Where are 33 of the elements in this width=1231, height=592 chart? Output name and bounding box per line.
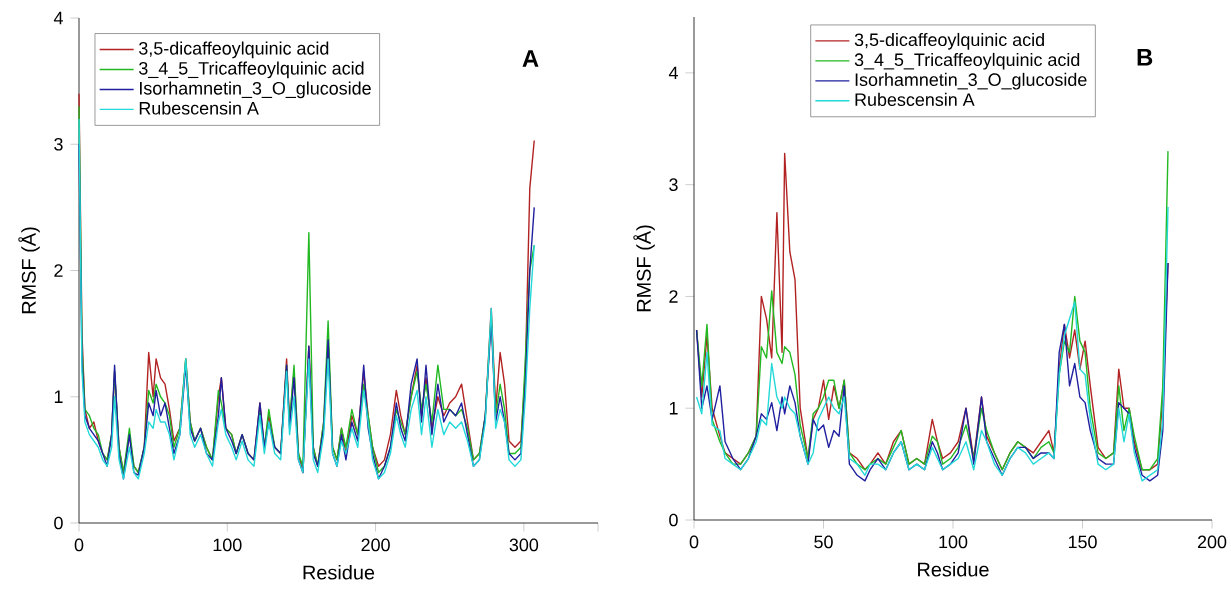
annotation: A bbox=[522, 50, 539, 67]
legend-label: Rubescensin A bbox=[855, 92, 975, 106]
legend-label: 3,5-dicaffeoylquinic acid bbox=[854, 32, 1044, 50]
y-tick-label: 2 bbox=[54, 264, 63, 277]
y-axis-title: RMSF (Å) bbox=[633, 225, 655, 312]
y-tick-label: 0 bbox=[54, 516, 63, 530]
y-tick-label: 4 bbox=[668, 66, 678, 80]
y-axis-title: RMSF (Å) bbox=[18, 227, 40, 314]
x-axis-title: Residue bbox=[303, 564, 375, 580]
x-tick-label: 100 bbox=[939, 535, 968, 549]
legend-label: Rubescensin A bbox=[139, 101, 259, 115]
x-tick-label: 0 bbox=[689, 535, 699, 549]
legend-label: 3_4_5_Tricaffeoylquinic acid bbox=[139, 61, 364, 79]
y-tick-label: 0 bbox=[669, 513, 678, 527]
x-tick-label: 150 bbox=[1068, 535, 1097, 549]
x-axis-title: Residue bbox=[918, 561, 989, 577]
x-tick-label: 100 bbox=[213, 538, 242, 552]
annotation: B bbox=[1137, 49, 1153, 66]
legend-label: Isorhamnetin_3_O_glucoside bbox=[855, 72, 1087, 90]
y-tick-label: 1 bbox=[669, 402, 678, 415]
y-tick-label: 3 bbox=[54, 137, 63, 151]
x-tick-label: 0 bbox=[74, 538, 84, 552]
legend-label: Isorhamnetin_3_O_glucoside bbox=[140, 81, 371, 99]
y-tick-label: 3 bbox=[669, 178, 678, 192]
y-tick-label: 4 bbox=[53, 11, 63, 25]
x-tick-label: 50 bbox=[814, 535, 833, 549]
x-tick-label: 200 bbox=[1197, 535, 1227, 549]
y-tick-label: 1 bbox=[54, 390, 63, 403]
x-tick-label: 200 bbox=[361, 538, 390, 552]
legend-label: 3_4_5_Tricaffeoylquinic acid bbox=[854, 52, 1080, 70]
x-tick-label: 300 bbox=[509, 538, 539, 552]
legend-label: 3,5-dicaffeoylquinic acid bbox=[139, 41, 329, 59]
y-tick-label: 2 bbox=[669, 290, 678, 303]
